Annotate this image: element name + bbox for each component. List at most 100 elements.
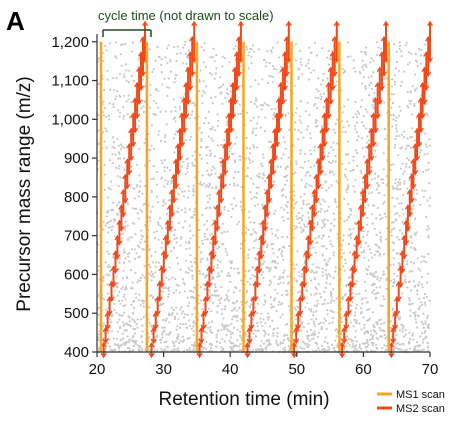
background-point bbox=[216, 304, 219, 307]
background-point bbox=[102, 298, 106, 301]
background-point bbox=[215, 67, 218, 70]
ms2-arrowhead-bottom bbox=[130, 141, 137, 148]
background-point bbox=[324, 336, 327, 339]
background-point bbox=[234, 44, 237, 48]
background-point bbox=[310, 308, 313, 311]
background-point bbox=[107, 332, 110, 335]
background-point bbox=[173, 315, 176, 318]
background-point bbox=[301, 228, 304, 231]
background-point bbox=[315, 265, 318, 269]
background-point bbox=[342, 71, 345, 74]
background-point bbox=[114, 153, 117, 156]
background-point bbox=[279, 65, 282, 68]
background-point bbox=[215, 185, 218, 188]
background-point bbox=[200, 45, 203, 49]
background-point bbox=[370, 75, 373, 78]
background-point bbox=[343, 219, 346, 222]
background-point bbox=[404, 328, 407, 332]
background-point bbox=[267, 140, 271, 143]
panel-label: A bbox=[6, 6, 25, 36]
background-point bbox=[332, 173, 335, 176]
background-point bbox=[328, 348, 331, 351]
background-point bbox=[355, 139, 359, 142]
background-point bbox=[421, 286, 424, 289]
background-point bbox=[136, 281, 139, 284]
background-point bbox=[210, 320, 213, 323]
background-point bbox=[416, 293, 419, 296]
background-point bbox=[302, 136, 305, 139]
background-point bbox=[266, 50, 269, 53]
background-point bbox=[366, 110, 369, 113]
background-point bbox=[315, 241, 318, 244]
ms2-arrowhead-top bbox=[244, 341, 251, 348]
background-point bbox=[348, 251, 352, 254]
background-point bbox=[269, 75, 272, 78]
ms2-arrowhead-bottom bbox=[273, 141, 281, 148]
background-point bbox=[252, 228, 255, 231]
background-point bbox=[376, 323, 379, 326]
background-point bbox=[345, 283, 348, 286]
background-point bbox=[165, 212, 169, 216]
background-point bbox=[252, 182, 255, 185]
background-point bbox=[414, 349, 417, 352]
ms2-arrowhead-bottom bbox=[395, 296, 402, 303]
background-point bbox=[312, 320, 315, 323]
background-point bbox=[184, 270, 187, 274]
background-point bbox=[117, 346, 121, 349]
legend: MS1 scan MS2 scan bbox=[377, 389, 445, 415]
background-point bbox=[322, 221, 325, 224]
background-point bbox=[210, 310, 213, 313]
background-point bbox=[208, 182, 211, 185]
background-point bbox=[319, 321, 322, 324]
background-point bbox=[173, 237, 176, 240]
background-point bbox=[421, 189, 424, 192]
background-point bbox=[262, 329, 265, 332]
background-point bbox=[229, 333, 232, 336]
background-point bbox=[159, 338, 162, 341]
ms2-arrowhead-top bbox=[285, 20, 292, 27]
ms2-arrowhead-bottom bbox=[279, 99, 286, 106]
background-point bbox=[222, 242, 225, 245]
background-point bbox=[261, 78, 264, 81]
background-point bbox=[392, 278, 395, 281]
background-point bbox=[363, 155, 366, 158]
background-point bbox=[286, 322, 289, 325]
background-point bbox=[383, 194, 386, 197]
background-point bbox=[366, 135, 369, 138]
ms2-arrowhead-bottom bbox=[341, 338, 348, 345]
ms2-arrowhead-bottom bbox=[210, 254, 217, 260]
background-point bbox=[115, 41, 118, 44]
background-point bbox=[131, 41, 134, 44]
background-point bbox=[267, 343, 270, 346]
background-point bbox=[293, 277, 296, 280]
background-point bbox=[127, 98, 130, 101]
background-point bbox=[188, 346, 191, 349]
background-point bbox=[244, 269, 247, 272]
background-point bbox=[358, 346, 361, 349]
background-point bbox=[204, 146, 208, 149]
background-point bbox=[134, 271, 137, 274]
ms2-arrowhead-bottom bbox=[104, 324, 111, 331]
background-point bbox=[216, 175, 220, 179]
background-point bbox=[117, 144, 120, 147]
background-point bbox=[154, 59, 157, 62]
background-point bbox=[327, 186, 330, 189]
background-point bbox=[383, 298, 386, 301]
background-point bbox=[273, 107, 277, 110]
background-point bbox=[412, 204, 415, 207]
background-point bbox=[154, 250, 157, 254]
background-point bbox=[336, 205, 339, 208]
background-point bbox=[123, 311, 126, 314]
background-point bbox=[115, 95, 118, 98]
background-point bbox=[380, 240, 383, 243]
background-point bbox=[294, 111, 297, 114]
background-point bbox=[343, 294, 346, 297]
background-point bbox=[218, 299, 221, 302]
background-point bbox=[128, 347, 131, 350]
background-point bbox=[188, 289, 192, 292]
background-point bbox=[409, 102, 412, 105]
ms2-arrowhead-bottom bbox=[189, 71, 196, 78]
background-point bbox=[391, 185, 394, 188]
background-point bbox=[416, 289, 419, 292]
background-point bbox=[168, 333, 171, 336]
